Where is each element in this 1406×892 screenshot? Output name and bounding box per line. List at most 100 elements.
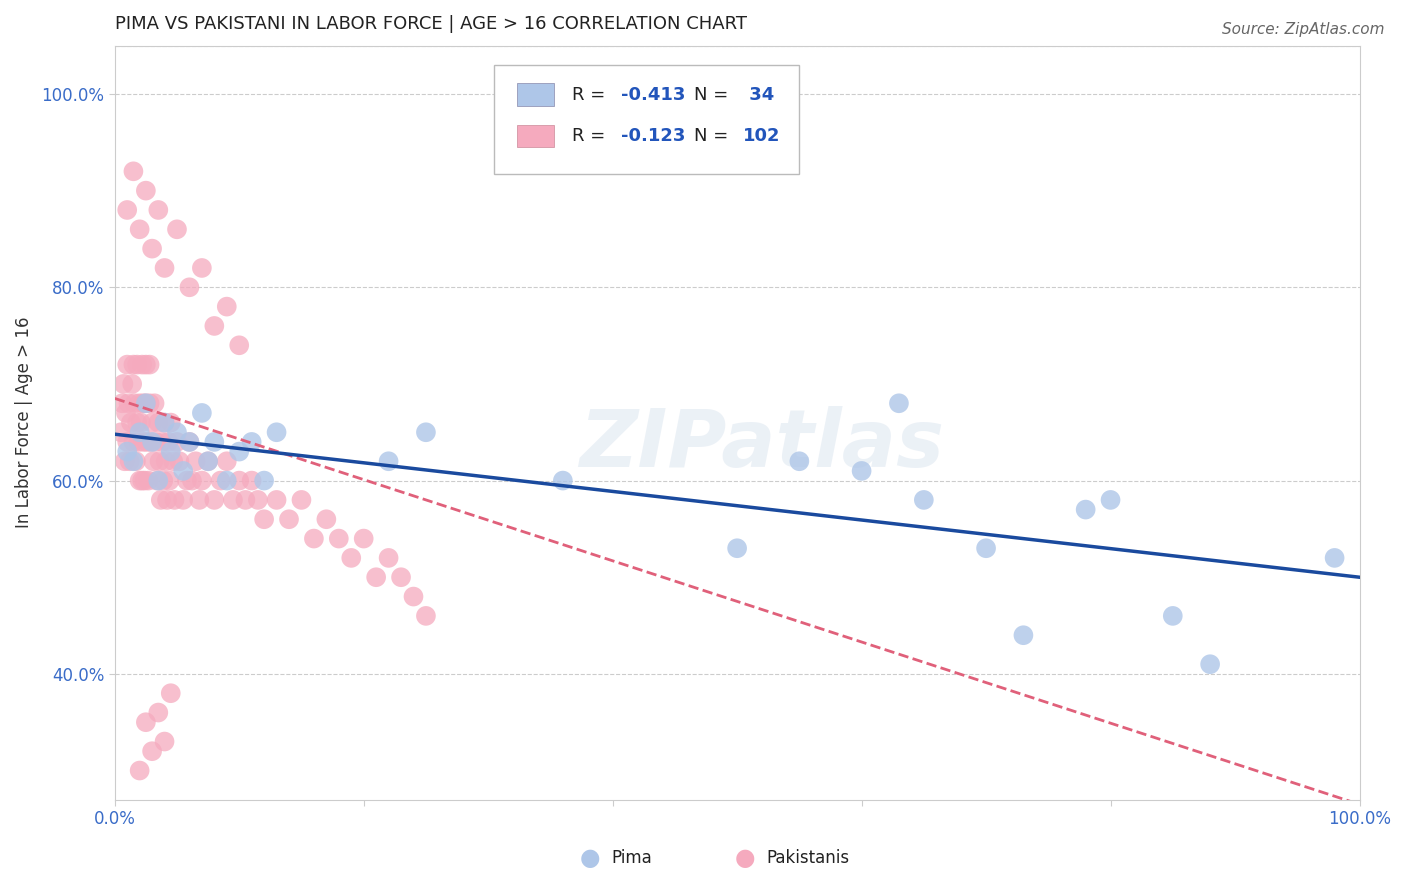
Point <box>128 474 150 488</box>
Point <box>302 532 325 546</box>
Point <box>135 358 157 372</box>
Point <box>246 492 269 507</box>
Point <box>266 492 288 507</box>
Point <box>290 492 312 507</box>
Point <box>851 464 873 478</box>
Point <box>115 406 138 420</box>
Point <box>725 541 748 556</box>
Point <box>1099 492 1122 507</box>
Point <box>157 434 180 449</box>
Text: PIMA VS PAKISTANI IN LABOR FORCE | AGE > 16 CORRELATION CHART: PIMA VS PAKISTANI IN LABOR FORCE | AGE >… <box>115 15 747 33</box>
Point <box>135 396 157 410</box>
Point <box>377 454 399 468</box>
Point <box>197 454 219 468</box>
Text: R =: R = <box>572 128 610 145</box>
Point <box>138 358 160 372</box>
Point <box>141 416 163 430</box>
Bar <box>517 125 554 147</box>
Point <box>169 454 191 468</box>
Point <box>1012 628 1035 642</box>
Point <box>159 474 181 488</box>
Point <box>127 416 149 430</box>
Point <box>166 425 188 440</box>
Point <box>111 396 134 410</box>
Point <box>153 260 176 275</box>
Point <box>135 715 157 730</box>
Point <box>127 358 149 372</box>
Point <box>132 434 155 449</box>
Point <box>188 492 211 507</box>
Point <box>166 434 188 449</box>
Point <box>887 396 910 410</box>
Point <box>115 202 138 217</box>
Point <box>253 512 276 526</box>
Point <box>145 434 167 449</box>
Point <box>125 454 148 468</box>
Point <box>124 396 146 410</box>
Point <box>197 454 219 468</box>
Point <box>179 434 201 449</box>
Text: 34: 34 <box>744 86 775 103</box>
Point <box>117 396 139 410</box>
Point <box>128 396 150 410</box>
Text: Pima: Pima <box>612 849 652 867</box>
Text: N =: N = <box>693 128 734 145</box>
Point <box>122 358 145 372</box>
Point <box>215 454 238 468</box>
Point <box>163 492 186 507</box>
Point <box>122 434 145 449</box>
Text: ●: ● <box>735 847 755 870</box>
Point <box>149 492 172 507</box>
Point <box>136 434 159 449</box>
Point <box>121 376 143 391</box>
Point <box>148 474 170 488</box>
Text: ZIPatlas: ZIPatlas <box>579 406 945 484</box>
Point <box>134 474 156 488</box>
Point <box>415 608 437 623</box>
Point <box>159 416 181 430</box>
Text: 102: 102 <box>744 128 780 145</box>
Point <box>114 454 136 468</box>
Point <box>179 280 201 294</box>
Point <box>131 474 153 488</box>
Point <box>135 396 157 410</box>
Point <box>184 454 207 468</box>
Text: Source: ZipAtlas.com: Source: ZipAtlas.com <box>1222 22 1385 37</box>
Point <box>112 376 135 391</box>
Point <box>912 492 935 507</box>
Point <box>366 570 388 584</box>
Point <box>235 492 257 507</box>
Point <box>228 444 250 458</box>
Point <box>143 396 166 410</box>
Point <box>377 550 399 565</box>
Point <box>146 474 169 488</box>
Point <box>142 454 165 468</box>
Point <box>278 512 301 526</box>
Point <box>153 734 176 748</box>
Point <box>202 434 225 449</box>
Point <box>122 164 145 178</box>
Point <box>228 474 250 488</box>
Point <box>115 444 138 458</box>
Point <box>159 444 181 458</box>
Point <box>181 474 204 488</box>
Point <box>353 532 375 546</box>
Text: N =: N = <box>693 86 734 103</box>
Point <box>191 406 214 420</box>
Y-axis label: In Labor Force | Age > 16: In Labor Force | Age > 16 <box>15 317 32 528</box>
Point <box>148 706 170 720</box>
Text: -0.123: -0.123 <box>621 128 686 145</box>
Point <box>141 242 163 256</box>
Point <box>153 416 176 430</box>
Point <box>148 202 170 217</box>
Point <box>266 425 288 440</box>
Point <box>1161 608 1184 623</box>
Point <box>131 358 153 372</box>
Point <box>132 396 155 410</box>
Point <box>128 425 150 440</box>
Text: R =: R = <box>572 86 610 103</box>
Text: -0.413: -0.413 <box>621 86 686 103</box>
Point <box>315 512 337 526</box>
Point <box>138 396 160 410</box>
Point <box>789 454 811 468</box>
